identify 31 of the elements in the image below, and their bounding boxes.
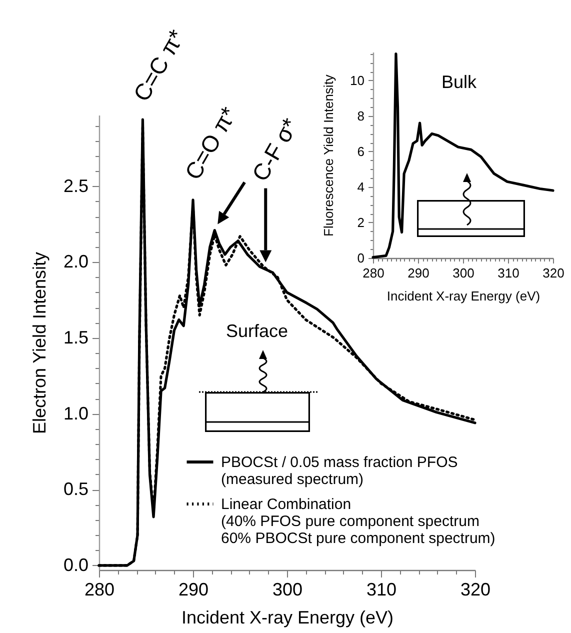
x-tick-label: 300 [272, 580, 303, 600]
annotation: Surface [226, 321, 288, 341]
annotation: C-F σ* [246, 114, 304, 186]
y-axis-title: Electron Yield Intensity [29, 252, 50, 434]
y-tick-label: 0 [357, 250, 364, 266]
text: Bulk [441, 72, 478, 92]
y-tick-label: 8 [357, 108, 364, 124]
x-tick-label: 290 [178, 580, 209, 600]
x-tick-label: 280 [362, 266, 384, 280]
y-tick-label: 2.0 [63, 252, 88, 272]
y-tick-label: 2 [357, 214, 364, 230]
x-axis-title: Incident X-ray Energy (eV) [181, 608, 394, 628]
y-tick-label: 2.5 [63, 176, 88, 196]
x-tick-label: 310 [366, 580, 397, 600]
x-axis-title: Incident X-ray Energy (eV) [386, 288, 540, 304]
y-tick-label: 0.5 [63, 479, 88, 500]
y-tick-label: 6 [357, 144, 364, 159]
x-tick-label: 320 [542, 266, 564, 280]
x-tick-label: 280 [84, 580, 115, 600]
legend-label: Linear Combination (40% PFOS pure component spectrum 60% PBOCSt pure component spectrum) [221, 496, 496, 547]
y-tick-label: 1.5 [63, 327, 88, 348]
x-tick-label: 290 [408, 266, 430, 280]
y-tick-label: 1.0 [63, 403, 88, 424]
x-tick-label: 320 [460, 580, 491, 600]
y-tick-label: 4 [357, 179, 364, 194]
y-tick-label: 0.0 [63, 554, 88, 575]
y-tick-label: 10 [350, 72, 364, 88]
y-axis-title: Fluorescence Yield Intensity [321, 74, 336, 236]
legend-label: PBOCSt / 0.05 mass fraction PFOS (measured spectrum) [221, 454, 458, 488]
x-tick-label: 310 [498, 266, 520, 280]
x-tick-label: 300 [452, 266, 474, 280]
